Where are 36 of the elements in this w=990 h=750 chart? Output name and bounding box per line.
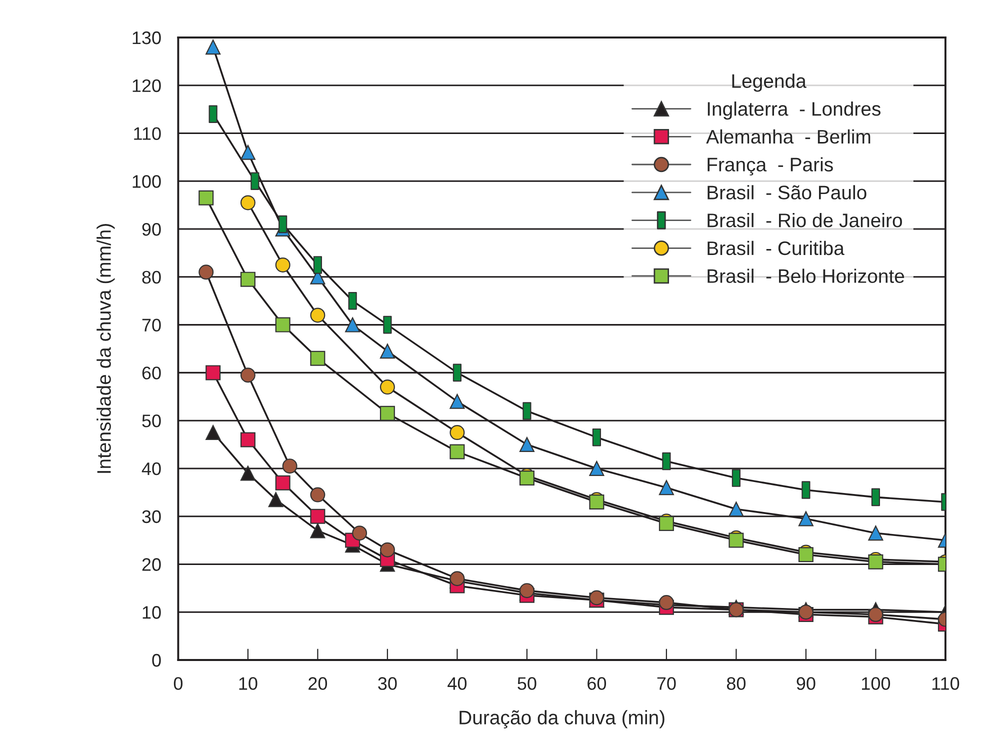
y-tick-label: 60 xyxy=(142,366,161,380)
y-tick-label: 40 xyxy=(142,462,161,476)
y-tick-label: 10 xyxy=(142,606,161,619)
x-tick-label: 50 xyxy=(518,677,536,690)
legend-label: Inglaterra - Londres xyxy=(708,102,880,120)
legend-title: Legenda xyxy=(732,74,806,92)
x-tick-label: 40 xyxy=(448,677,467,690)
x-tick-label: 70 xyxy=(657,677,676,690)
x-tick-label: 10 xyxy=(239,677,258,690)
y-tick-label: 120 xyxy=(132,79,161,92)
y-tick-label: 0 xyxy=(152,654,161,667)
y-tick-label: 100 xyxy=(132,175,161,188)
legend-label: Brasil - São Paulo xyxy=(708,185,866,200)
y-tick-label: 80 xyxy=(142,270,161,284)
y-tick-label: 130 xyxy=(132,31,161,44)
x-tick-label: 20 xyxy=(308,677,328,690)
x-tick-label: 90 xyxy=(796,677,816,690)
x-tick-label: 110 xyxy=(932,677,960,690)
x-tick-label: 0 xyxy=(174,677,183,690)
legend-label: França - Paris xyxy=(708,157,833,176)
legend-label: Brasil - Rio de Janeiro xyxy=(708,213,902,228)
x-tick-label: 100 xyxy=(862,677,890,690)
y-tick-label: 70 xyxy=(142,318,161,332)
legend-label: Brasil - Curitiba xyxy=(708,240,844,256)
x-tick-label: 80 xyxy=(726,677,746,690)
x-tick-label: 30 xyxy=(378,677,397,690)
y-axis-title: Intensidade da chuva (mm/h) xyxy=(96,224,115,473)
y-tick-label: 90 xyxy=(142,222,161,236)
x-tick-label: 60 xyxy=(588,677,606,690)
y-tick-label: 110 xyxy=(134,127,161,140)
y-tick-label: 30 xyxy=(142,510,161,524)
x-axis-title: Duração da chuva (min) xyxy=(460,710,664,728)
y-tick-label: 20 xyxy=(142,558,161,571)
y-tick-label: 50 xyxy=(142,414,161,428)
legend-label: Alemanha - Berlim xyxy=(706,129,870,144)
legend-label: Brasil - Belo Horizonte xyxy=(708,268,904,283)
